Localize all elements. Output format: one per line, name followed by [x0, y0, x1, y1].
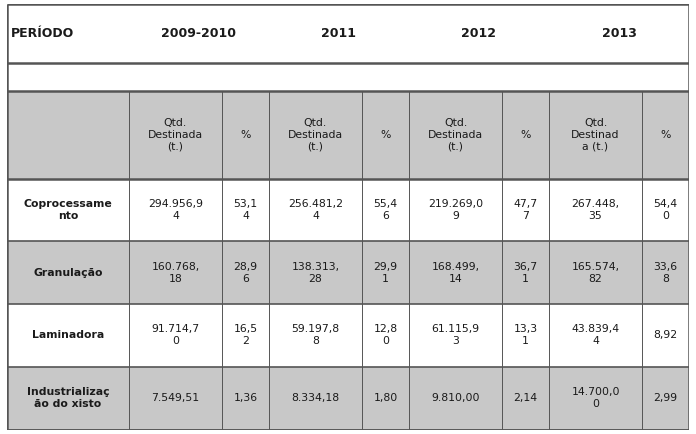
Text: 16,5
2: 16,5 2: [233, 325, 258, 346]
Text: Qtd.
Destinad
a (t.): Qtd. Destinad a (t.): [571, 118, 620, 152]
Text: 294.956,9
4: 294.956,9 4: [148, 199, 203, 221]
Text: 168.499,
14: 168.499, 14: [432, 262, 480, 284]
Text: 138.313,
28: 138.313, 28: [292, 262, 340, 284]
Text: 14.700,0
0: 14.700,0 0: [571, 387, 620, 409]
Text: 29,9
1: 29,9 1: [374, 262, 397, 284]
Text: 59.197,8
8: 59.197,8 8: [292, 325, 340, 346]
Text: Industrializaç
ão do xisto: Industrializaç ão do xisto: [26, 387, 109, 409]
Text: 2013: 2013: [601, 27, 636, 40]
Text: %: %: [661, 130, 671, 140]
Text: 12,8
0: 12,8 0: [374, 325, 397, 346]
Text: PERÍODO: PERÍODO: [11, 27, 74, 40]
Bar: [7, 367, 689, 430]
Text: Laminadora: Laminadora: [32, 330, 104, 341]
Bar: [7, 92, 689, 178]
Text: Granulação: Granulação: [33, 268, 103, 278]
Text: 61.115,9
3: 61.115,9 3: [432, 325, 480, 346]
Text: 55,4
6: 55,4 6: [374, 199, 397, 221]
Text: 165.574,
82: 165.574, 82: [571, 262, 619, 284]
Bar: [7, 304, 689, 367]
Text: %: %: [521, 130, 531, 140]
Text: 13,3
1: 13,3 1: [514, 325, 537, 346]
Text: 8.334,18: 8.334,18: [292, 393, 340, 403]
Bar: [7, 63, 689, 92]
Text: Qtd.
Destinada
(t.): Qtd. Destinada (t.): [148, 118, 203, 152]
Text: Coprocessame
nto: Coprocessame nto: [24, 199, 112, 221]
Text: 1,80: 1,80: [373, 393, 397, 403]
Text: 2009-2010: 2009-2010: [161, 27, 237, 40]
Text: Qtd.
Destinada
(t.): Qtd. Destinada (t.): [428, 118, 483, 152]
Text: 54,4
0: 54,4 0: [654, 199, 678, 221]
Text: 160.768,
18: 160.768, 18: [151, 262, 200, 284]
Text: 2,14: 2,14: [514, 393, 537, 403]
Text: Qtd.
Destinada
(t.): Qtd. Destinada (t.): [288, 118, 343, 152]
Text: 8,92: 8,92: [654, 330, 678, 341]
Bar: [7, 241, 689, 304]
Text: 91.714,7
0: 91.714,7 0: [151, 325, 200, 346]
Text: 7.549,51: 7.549,51: [151, 393, 200, 403]
Text: 47,7
7: 47,7 7: [514, 199, 537, 221]
Text: 2,99: 2,99: [654, 393, 678, 403]
Text: 2012: 2012: [461, 27, 496, 40]
Text: 33,6
8: 33,6 8: [654, 262, 678, 284]
Bar: [7, 4, 689, 63]
Text: 36,7
1: 36,7 1: [514, 262, 537, 284]
Text: %: %: [240, 130, 251, 140]
Text: 1,36: 1,36: [233, 393, 258, 403]
Text: 9.810,00: 9.810,00: [432, 393, 480, 403]
Text: 2011: 2011: [322, 27, 356, 40]
Text: 28,9
6: 28,9 6: [233, 262, 258, 284]
Bar: [7, 178, 689, 241]
Text: 43.839,4
4: 43.839,4 4: [571, 325, 619, 346]
Text: 256.481,2
4: 256.481,2 4: [288, 199, 343, 221]
Text: %: %: [380, 130, 390, 140]
Text: 53,1
4: 53,1 4: [233, 199, 258, 221]
Text: 267.448,
35: 267.448, 35: [571, 199, 619, 221]
Text: 219.269,0
9: 219.269,0 9: [428, 199, 483, 221]
